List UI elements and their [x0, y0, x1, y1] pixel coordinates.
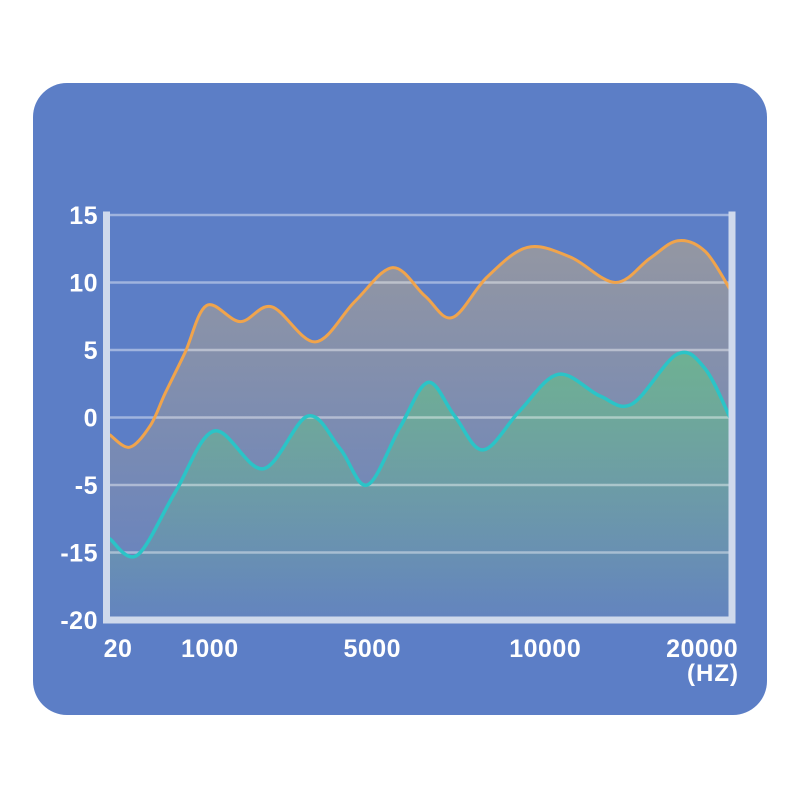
y-axis-bar	[103, 211, 110, 624]
x-tick-label-10000: 10000	[509, 635, 581, 663]
x-tick-label-20000: 20000	[666, 635, 738, 663]
x-tick-label-1000: 1000	[181, 635, 239, 663]
y-tick-label--15: -15	[60, 540, 98, 568]
x-axis-unit-label: (HZ)	[687, 660, 739, 687]
y-tick-label-0: 0	[84, 405, 98, 433]
x-axis-bar	[103, 616, 736, 624]
upper-frequency-response-line	[108, 238, 732, 449]
y-tick-label--20: -20	[60, 607, 98, 635]
y-tick-label-10: 10	[69, 270, 98, 298]
x-tick-label-20: 20	[104, 635, 133, 663]
y-tick-label--5: -5	[75, 472, 98, 500]
y-tick-label-5: 5	[84, 337, 98, 365]
x-tick-label-5000: 5000	[343, 635, 401, 663]
right-axis-bar	[728, 211, 736, 624]
y-tick-label-15: 15	[69, 202, 98, 230]
lower-frequency-response-area	[110, 352, 730, 623]
lower-frequency-response-line	[108, 350, 732, 559]
